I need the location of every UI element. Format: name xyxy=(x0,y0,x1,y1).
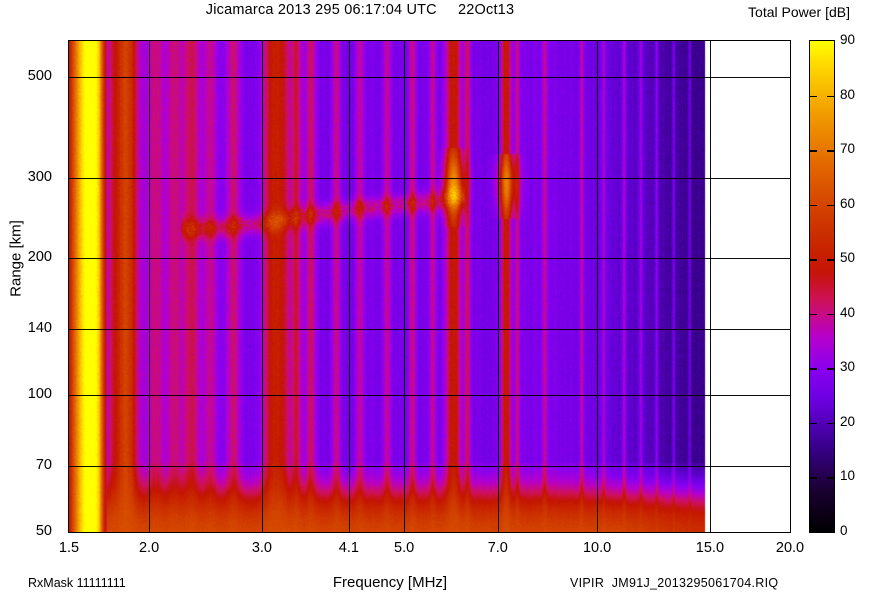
x-tick-label: 15.0 xyxy=(695,540,725,556)
horizontal-gridline xyxy=(69,77,790,78)
y-tick-label: 70 xyxy=(35,456,52,473)
vertical-gridline xyxy=(404,41,405,532)
ionogram-data-area xyxy=(69,41,710,532)
rxmask-label: RxMask 11111111 xyxy=(28,576,126,590)
y-tick-label: 140 xyxy=(27,319,52,336)
x-tick-label: 10.0 xyxy=(582,540,612,556)
colorbar-tick-label: 70 xyxy=(840,141,856,157)
colorbar-tick xyxy=(810,204,817,207)
source-file-label: VIPIR JM91J_2013295061704.RIQ xyxy=(570,576,779,590)
colorbar-tick-label: 50 xyxy=(840,250,856,266)
y-axis-tick-labels: 500 300 200 140 100 70 50 xyxy=(0,40,60,539)
colorbar-tick xyxy=(827,477,834,480)
colorbar-tick xyxy=(827,204,834,207)
colorbar-tick-label: 80 xyxy=(840,86,856,102)
vertical-gridline xyxy=(149,41,150,532)
x-axis-title: Frequency [MHz] xyxy=(332,574,448,591)
x-tick-label: 5.0 xyxy=(394,540,415,556)
colorbar-tick xyxy=(810,477,817,480)
page-title: Jicamarca 2013 295 06:17:04 UTC 22Oct13 xyxy=(205,2,515,18)
colorbar[interactable] xyxy=(809,40,835,533)
colorbar-tick xyxy=(827,95,834,98)
colorbar-tick xyxy=(810,150,817,152)
ionogram-heatmap-canvas xyxy=(69,41,710,532)
vertical-gridline xyxy=(349,41,350,532)
colorbar-title: Total Power [dB] xyxy=(748,4,850,20)
colorbar-tick xyxy=(810,313,817,316)
horizontal-gridline xyxy=(69,329,790,330)
y-tick-label: 500 xyxy=(27,68,52,85)
colorbar-tick-label: 30 xyxy=(840,359,856,375)
vertical-gridline xyxy=(262,41,263,532)
x-tick-label: 2.0 xyxy=(138,540,160,556)
x-tick-label: 4.1 xyxy=(338,540,359,556)
colorbar-tick xyxy=(810,422,817,425)
horizontal-gridline xyxy=(69,178,790,179)
x-tick-label: 1.5 xyxy=(58,540,80,556)
colorbar-tick-label: 20 xyxy=(840,413,856,429)
x-tick-label: 3.0 xyxy=(251,540,273,556)
colorbar-tick xyxy=(827,313,834,316)
colorbar-tick-label: 10 xyxy=(840,468,856,484)
colorbar-tick xyxy=(827,422,834,425)
colorbar-tick xyxy=(810,95,817,98)
colorbar-tick xyxy=(810,259,817,261)
x-axis-tick-labels: 1.5 2.0 3.0 4.1 5.0 7.0 10.0 15.0 20.0 xyxy=(0,540,874,562)
vertical-gridline xyxy=(498,41,499,532)
colorbar-tick xyxy=(827,150,834,152)
colorbar-tick-label: 40 xyxy=(840,304,856,320)
colorbar-tick-label: 60 xyxy=(840,195,856,211)
x-tick-label: 7.0 xyxy=(487,540,508,556)
colorbar-tick xyxy=(810,368,817,370)
colorbar-gradient xyxy=(810,41,834,532)
horizontal-gridline xyxy=(69,395,790,396)
ionogram-plot[interactable] xyxy=(68,40,791,533)
y-tick-label: 200 xyxy=(27,249,52,266)
y-tick-label: 100 xyxy=(27,386,52,403)
vertical-gridline xyxy=(597,41,598,532)
colorbar-tick-label: 90 xyxy=(840,32,856,47)
y-tick-label: 50 xyxy=(35,523,52,539)
horizontal-gridline xyxy=(69,466,790,467)
horizontal-gridline xyxy=(69,258,790,259)
colorbar-tick-label: 0 xyxy=(840,523,848,538)
colorbar-tick xyxy=(827,259,834,261)
x-tick-label: 20.0 xyxy=(775,540,805,556)
y-tick-label: 300 xyxy=(27,168,52,185)
colorbar-tick xyxy=(827,368,834,370)
vertical-gridline xyxy=(710,41,711,532)
